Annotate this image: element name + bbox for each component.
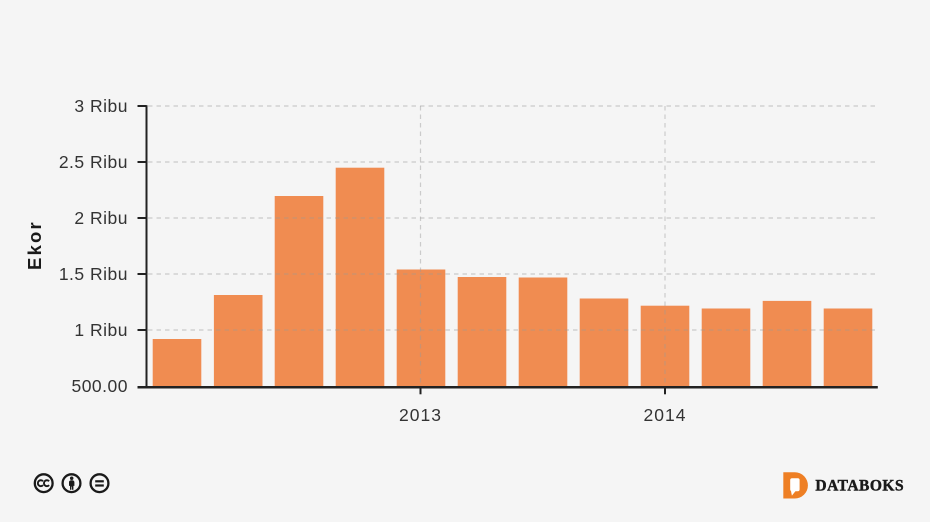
svg-text:500.00: 500.00 [71, 376, 128, 396]
svg-text:2013: 2013 [399, 405, 442, 425]
svg-text:Ekor: Ekor [24, 220, 45, 270]
svg-text:2014: 2014 [644, 405, 687, 425]
svg-text:2 Ribu: 2 Ribu [74, 208, 128, 228]
svg-text:1 Ribu: 1 Ribu [74, 320, 128, 340]
svg-text:3 Ribu: 3 Ribu [74, 96, 128, 116]
svg-text:2.5 Ribu: 2.5 Ribu [59, 152, 128, 172]
svg-text:DATABOKS: DATABOKS [815, 477, 904, 494]
svg-text:1.5 Ribu: 1.5 Ribu [59, 264, 128, 284]
